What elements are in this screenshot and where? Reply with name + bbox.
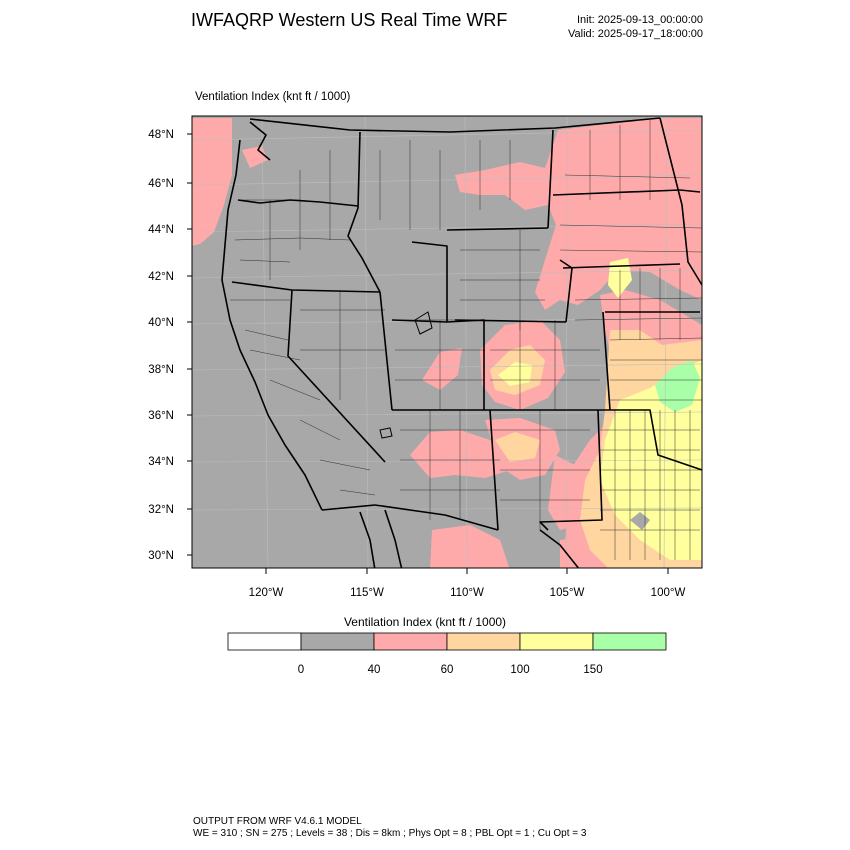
coastline xyxy=(221,121,580,568)
canada-border xyxy=(249,117,661,133)
wa-or-border xyxy=(237,199,359,207)
model-config-line: WE = 310 ; SN = 275 ; Levels = 38 ; Dis … xyxy=(193,828,587,839)
map-frame xyxy=(191,115,703,569)
lat-tick-label: 34°N xyxy=(148,456,174,468)
colorbar-swatch xyxy=(300,632,375,651)
map-plot-area xyxy=(192,116,702,568)
nv-ut-line xyxy=(379,291,393,411)
nd-sd-line xyxy=(552,189,681,196)
colorbar-tick-label: 0 xyxy=(297,664,305,676)
co-ks-line xyxy=(602,311,611,411)
id-border xyxy=(347,131,381,293)
colorbar-tick-label: 60 xyxy=(440,664,454,676)
colorbar-tick-label: 150 xyxy=(583,664,603,676)
pink-region-coast xyxy=(192,118,232,246)
nd-east xyxy=(659,117,702,286)
great-salt-lake xyxy=(414,311,433,335)
plot-field-label: Ventilation Index (knt ft / 1000) xyxy=(195,91,351,103)
pink-region-north-plains xyxy=(455,118,702,310)
lon-tick-label: 100°W xyxy=(651,587,686,599)
mn-border xyxy=(679,189,701,193)
colorbar-swatch xyxy=(227,632,302,651)
pink-region-west-texas xyxy=(548,455,592,530)
colorbar-swatch xyxy=(519,632,594,651)
colorbar-swatch xyxy=(373,632,448,651)
mt-wy-line xyxy=(446,227,549,231)
colorbar-tick-label: 40 xyxy=(367,664,381,676)
lon-tick-label: 105°W xyxy=(550,587,585,599)
index-band-150-plus xyxy=(655,360,700,412)
green-region-kansas xyxy=(655,360,700,412)
longitude-axis: 120°W 115°W 110°W 105°W 100°W xyxy=(249,568,686,599)
lat-tick-label: 38°N xyxy=(148,364,174,376)
lat-tick-label: 42°N xyxy=(148,271,174,283)
az-nm-line xyxy=(489,409,499,531)
sd-ne-line xyxy=(562,263,681,269)
county-boundaries xyxy=(230,120,702,560)
lat-tick-label: 48°N xyxy=(148,129,174,141)
lat-tick-label: 30°N xyxy=(148,550,174,562)
lake-mead xyxy=(379,427,393,439)
latitude-axis: 48°N 46°N 44°N 42°N 40°N 38°N 36°N 34°N 32°N 30°N xyxy=(148,129,192,562)
lat-tick-label: 46°N xyxy=(148,178,174,190)
colorbar-title: Ventilation Index (knt ft / 1000) xyxy=(343,615,507,629)
init-time: Init: 2025-09-13_00:00:00 xyxy=(577,14,703,26)
lat-tick-label: 32°N xyxy=(148,504,174,516)
pink-region-border xyxy=(430,525,510,568)
model-output-line: OUTPUT FROM WRF V4.6.1 MODEL xyxy=(193,816,362,827)
pink-region-puget xyxy=(242,146,268,168)
mt-east xyxy=(547,129,554,229)
lat-tick-label: 36°N xyxy=(148,410,174,422)
colorbar xyxy=(227,632,667,651)
nv-ca-line xyxy=(287,289,386,463)
lon-tick-label: 110°W xyxy=(450,587,484,599)
colorbar-swatch xyxy=(446,632,521,651)
map-figure: 48°N 46°N 44°N 42°N 40°N 38°N 36°N 34°N 32°N 30°N… xyxy=(148,115,703,651)
pink-region-utah xyxy=(422,348,462,390)
lat-tick-label: 44°N xyxy=(148,224,174,236)
az-mexico xyxy=(374,504,499,531)
nm-tx-line xyxy=(598,409,702,471)
ut-co-line xyxy=(391,319,485,410)
nm-tx-west xyxy=(539,409,603,531)
wy-co-line xyxy=(454,319,567,323)
id-mt-wy xyxy=(411,241,448,322)
lat-tick-label: 40°N xyxy=(148,317,174,329)
ca-south-border xyxy=(321,504,376,511)
colorbar-tick-label: 100 xyxy=(510,664,530,676)
valid-time: Valid: 2025-09-17_18:00:00 xyxy=(568,28,703,40)
state-boundaries xyxy=(231,117,702,531)
lakes xyxy=(379,311,433,439)
graticule xyxy=(192,116,702,568)
colorbar-swatch xyxy=(592,632,667,651)
lon-tick-label: 115°W xyxy=(350,587,384,599)
lon-tick-label: 120°W xyxy=(249,587,284,599)
pink-region-arizona-rim xyxy=(410,430,515,478)
main-title: IWFAQRP Western US Real Time WRF xyxy=(191,10,508,30)
orange-region-new-mexico xyxy=(495,432,540,462)
